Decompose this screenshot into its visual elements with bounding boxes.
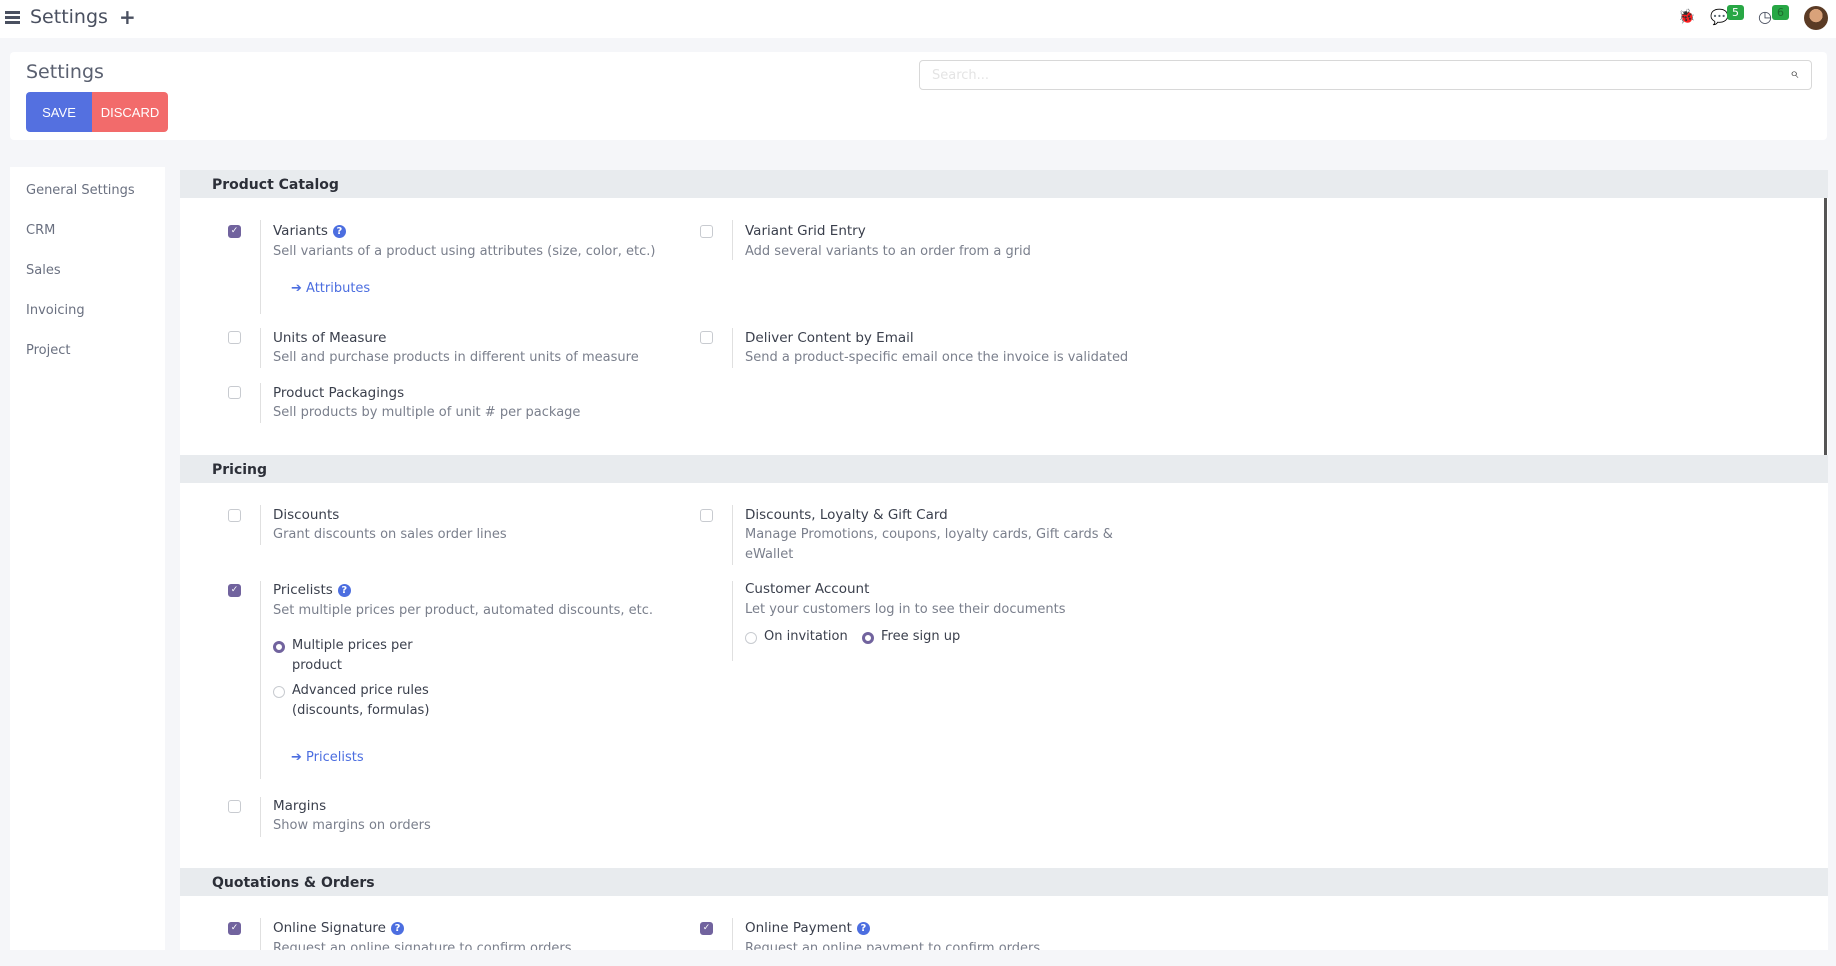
margins-checkbox[interactable] — [228, 800, 241, 813]
pricelists-checkbox[interactable]: ✓ — [228, 584, 241, 597]
new-tab-icon[interactable]: + — [119, 5, 136, 29]
deliver-email-checkbox[interactable] — [700, 331, 713, 344]
activities-count-badge: 6 — [1772, 5, 1789, 20]
help-icon[interactable]: ? — [856, 922, 870, 935]
control-panel: Settings SAVE DISCARD ⌕ — [10, 52, 1827, 140]
app-title: Settings — [30, 6, 108, 28]
help-icon[interactable]: ? — [332, 225, 346, 238]
setting-title: Pricelists? — [273, 582, 351, 598]
sidebar-item-crm[interactable]: CRM — [26, 223, 56, 238]
setting-description: Add several variants to an order from a … — [745, 244, 1031, 259]
section-header-pricing: Pricing — [180, 455, 1828, 483]
messages-chat-icon[interactable]: 💬 — [1710, 8, 1729, 26]
setting-title: Margins — [273, 798, 327, 814]
radio-label: Free sign up — [881, 629, 961, 644]
setting-description: Show margins on orders — [273, 818, 431, 833]
pricelists-link[interactable]: ➔ Pricelists — [291, 750, 364, 765]
discard-button[interactable]: DISCARD — [92, 92, 168, 132]
radio-on-invitation[interactable] — [745, 632, 757, 644]
setting-description: Let your customers log in to see their d… — [745, 602, 1066, 617]
setting-description: Sell and purchase products in different … — [273, 350, 639, 365]
sidebar: General Settings CRM Sales Invoicing Pro… — [10, 167, 165, 950]
messages-count-badge: 5 — [1727, 5, 1744, 20]
divider — [732, 581, 733, 661]
setting-title: Units of Measure — [273, 330, 387, 346]
radio-label: On invitation — [764, 629, 848, 644]
page-title: Settings — [26, 61, 104, 83]
help-icon[interactable]: ? — [390, 922, 404, 935]
radio-label: Advanced price rules (discounts, formula… — [292, 683, 430, 718]
variant-grid-checkbox[interactable] — [700, 225, 713, 238]
radio-multiple-prices[interactable] — [273, 641, 285, 653]
setting-title: Online Signature? — [273, 920, 404, 936]
scrollbar[interactable] — [1824, 170, 1827, 482]
settings-content: Product Catalog ✓ Variants? Sell variant… — [180, 170, 1828, 950]
divider — [260, 220, 261, 314]
units-of-measure-checkbox[interactable] — [228, 331, 241, 344]
section-header-quotations-orders: Quotations & Orders — [180, 868, 1828, 896]
online-payment-checkbox[interactable]: ✓ — [700, 922, 713, 935]
discounts-checkbox[interactable] — [228, 509, 241, 522]
divider — [732, 328, 733, 368]
radio-free-signup[interactable] — [862, 632, 874, 644]
activities-clock-icon[interactable]: ◷ — [1758, 7, 1772, 26]
setting-title: Product Packagings — [273, 385, 405, 401]
setting-title: Discounts — [273, 507, 340, 523]
divider — [260, 328, 261, 368]
sidebar-item-general-settings[interactable]: General Settings — [26, 183, 135, 198]
setting-description: Send a product-specific email once the i… — [745, 350, 1129, 365]
setting-description: Manage Promotions, coupons, loyalty card… — [745, 527, 1113, 562]
radio-label: Multiple prices per product — [292, 638, 413, 673]
setting-description: Sell variants of a product using attribu… — [273, 244, 656, 259]
product-packagings-checkbox[interactable] — [228, 386, 241, 399]
online-signature-checkbox[interactable]: ✓ — [228, 922, 241, 935]
sidebar-item-invoicing[interactable]: Invoicing — [26, 303, 85, 318]
setting-title: Discounts, Loyalty & Gift Card — [745, 507, 948, 523]
setting-description: Grant discounts on sales order lines — [273, 527, 507, 542]
divider — [260, 383, 261, 423]
search-icon[interactable]: ⌕ — [1790, 64, 1799, 82]
setting-title: Deliver Content by Email — [745, 330, 914, 346]
section-header-product-catalog: Product Catalog — [180, 170, 1828, 198]
radio-advanced-rules[interactable] — [273, 686, 285, 698]
avatar[interactable] — [1804, 6, 1828, 30]
setting-description: Request an online payment to confirm ord… — [745, 941, 1041, 950]
setting-description: Sell products by multiple of unit # per … — [273, 405, 581, 420]
attributes-link[interactable]: ➔ Attributes — [291, 281, 371, 296]
divider — [260, 918, 261, 950]
setting-description: Request an online signature to confirm o… — [273, 941, 572, 950]
divider — [732, 220, 733, 260]
setting-title: Customer Account — [745, 581, 870, 597]
save-button[interactable]: SAVE — [26, 92, 92, 132]
variants-checkbox[interactable]: ✓ — [228, 225, 241, 238]
setting-title: Online Payment? — [745, 920, 870, 936]
sidebar-item-project[interactable]: Project — [26, 343, 71, 358]
setting-description: Set multiple prices per product, automat… — [273, 603, 654, 618]
divider — [260, 581, 261, 779]
loyalty-checkbox[interactable] — [700, 509, 713, 522]
top-bar: Settings + 🐞 💬 5 ◷ 6 — [0, 0, 1836, 38]
sidebar-item-sales[interactable]: Sales — [26, 263, 61, 278]
setting-title: Variant Grid Entry — [745, 223, 866, 239]
divider — [732, 505, 733, 565]
search-input[interactable] — [919, 60, 1812, 90]
setting-title: Variants? — [273, 223, 346, 239]
debug-bug-icon[interactable]: 🐞 — [1678, 9, 1696, 25]
menu-icon[interactable] — [5, 11, 20, 24]
divider — [732, 918, 733, 950]
divider — [260, 797, 261, 837]
divider — [260, 505, 261, 545]
help-icon[interactable]: ? — [337, 584, 351, 597]
